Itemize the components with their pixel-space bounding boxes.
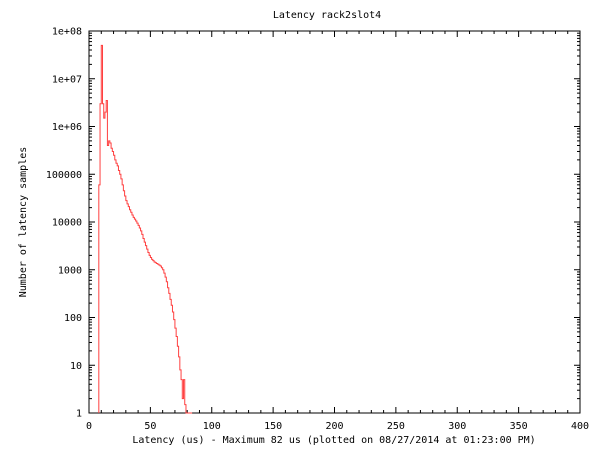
- x-tick-label: 350: [510, 421, 528, 432]
- y-tick-label: 10: [70, 361, 82, 372]
- x-tick-label: 300: [448, 421, 466, 432]
- y-axis-label: Number of latency samples: [18, 147, 29, 298]
- chart-title: Latency rack2slot4: [273, 10, 381, 21]
- y-axis: 1 10 100 1000 10000 100000 1e+06 1e+07 1e+08: [46, 27, 580, 420]
- y-tick-label: 10000: [52, 218, 82, 229]
- x-tick-label: 100: [203, 421, 221, 432]
- x-tick-label: 150: [264, 421, 282, 432]
- y-tick-label: 100000: [46, 170, 82, 181]
- x-tick-label: 250: [387, 421, 405, 432]
- x-axis-label: Latency (us) - Maximum 82 us (plotted on…: [132, 435, 535, 446]
- x-axis: 0 50 100 150 200 250 300 350 400: [86, 31, 589, 432]
- x-tick-label: 50: [144, 421, 156, 432]
- latency-histogram-line: [98, 44, 193, 414]
- y-tick-label: 1e+06: [52, 122, 82, 133]
- y-tick-label: 1000: [58, 265, 82, 276]
- x-tick-label: 400: [571, 421, 589, 432]
- x-tick-label: 200: [325, 421, 343, 432]
- x-tick-label: 0: [86, 421, 92, 432]
- y-tick-label: 1e+07: [52, 74, 82, 85]
- y-tick-label: 1: [76, 409, 82, 420]
- y-tick-label: 100: [64, 313, 82, 324]
- y-tick-label: 1e+08: [52, 27, 82, 38]
